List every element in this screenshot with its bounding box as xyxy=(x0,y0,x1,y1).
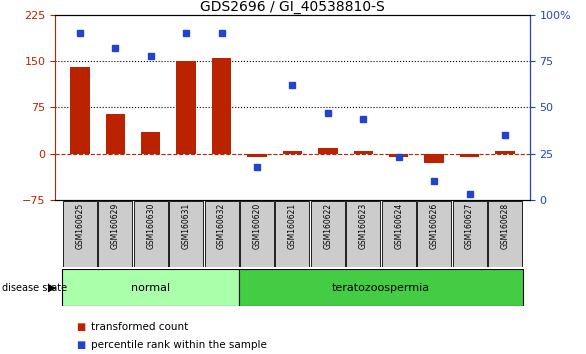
Text: GSM160624: GSM160624 xyxy=(394,203,403,249)
Text: disease state: disease state xyxy=(2,282,67,293)
Bar xyxy=(424,154,444,163)
Bar xyxy=(212,58,231,154)
FancyBboxPatch shape xyxy=(346,201,380,267)
Text: teratozoospermia: teratozoospermia xyxy=(332,282,430,293)
FancyBboxPatch shape xyxy=(275,201,309,267)
Text: GSM160621: GSM160621 xyxy=(288,203,297,249)
Text: GSM160629: GSM160629 xyxy=(111,203,120,249)
FancyBboxPatch shape xyxy=(169,201,203,267)
Bar xyxy=(460,154,479,157)
Bar xyxy=(105,114,125,154)
Bar xyxy=(389,154,408,157)
Text: ▶: ▶ xyxy=(48,282,57,293)
Text: transformed count: transformed count xyxy=(91,322,188,332)
Text: GSM160620: GSM160620 xyxy=(253,203,261,249)
FancyBboxPatch shape xyxy=(240,201,274,267)
FancyBboxPatch shape xyxy=(417,201,451,267)
FancyBboxPatch shape xyxy=(239,269,523,306)
FancyBboxPatch shape xyxy=(134,201,168,267)
Bar xyxy=(495,151,515,154)
Bar xyxy=(247,154,267,157)
Text: GSM160627: GSM160627 xyxy=(465,203,474,249)
Text: GSM160630: GSM160630 xyxy=(146,203,155,249)
Bar xyxy=(282,151,302,154)
Text: GSM160623: GSM160623 xyxy=(359,203,368,249)
FancyBboxPatch shape xyxy=(452,201,486,267)
Bar xyxy=(176,61,196,154)
FancyBboxPatch shape xyxy=(62,269,239,306)
Bar xyxy=(318,148,338,154)
Text: GSM160622: GSM160622 xyxy=(323,203,332,249)
Text: percentile rank within the sample: percentile rank within the sample xyxy=(91,340,267,350)
Title: GDS2696 / GI_40538810-S: GDS2696 / GI_40538810-S xyxy=(200,0,385,14)
Text: GSM160632: GSM160632 xyxy=(217,203,226,249)
FancyBboxPatch shape xyxy=(63,201,97,267)
FancyBboxPatch shape xyxy=(98,201,132,267)
Text: GSM160628: GSM160628 xyxy=(500,203,509,249)
Bar xyxy=(70,67,90,154)
Text: GSM160626: GSM160626 xyxy=(430,203,438,249)
Text: ■: ■ xyxy=(76,340,86,350)
Bar xyxy=(141,132,161,154)
FancyBboxPatch shape xyxy=(311,201,345,267)
Bar xyxy=(353,151,373,154)
Text: ■: ■ xyxy=(76,322,86,332)
Text: GSM160631: GSM160631 xyxy=(182,203,190,249)
Text: normal: normal xyxy=(131,282,171,293)
FancyBboxPatch shape xyxy=(205,201,239,267)
FancyBboxPatch shape xyxy=(381,201,415,267)
Text: GSM160625: GSM160625 xyxy=(76,203,84,249)
FancyBboxPatch shape xyxy=(488,201,522,267)
